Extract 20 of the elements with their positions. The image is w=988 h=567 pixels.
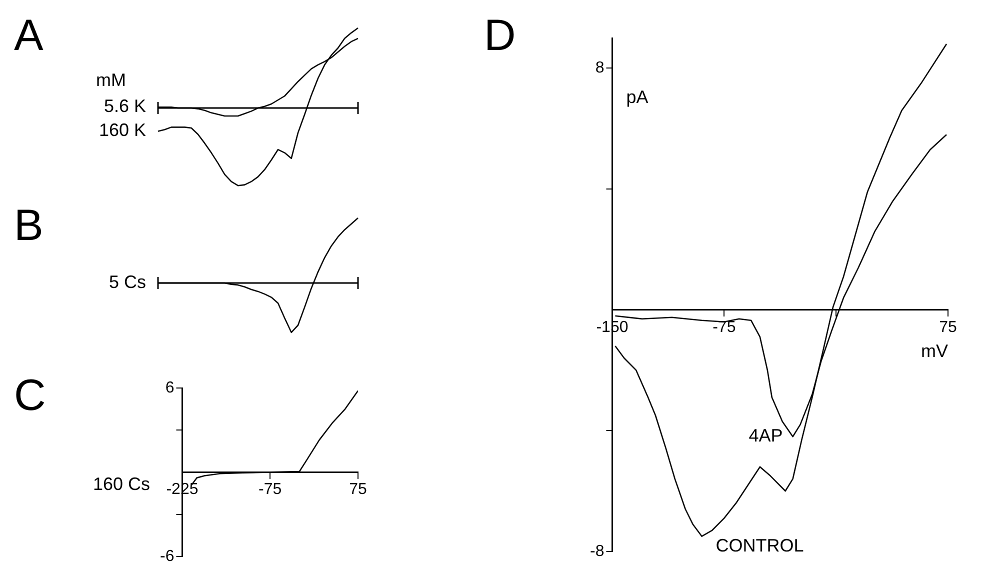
chart-title: B [14, 201, 44, 250]
chart-title: C [14, 371, 46, 420]
y-tick-label: -8 [590, 542, 604, 560]
y-tick-label: 8 [595, 60, 604, 77]
series-label: 4AP [748, 426, 783, 446]
legend-title: mM [96, 70, 126, 90]
x-axis-title: mV [921, 340, 948, 361]
legend-label: 5.6 K [104, 96, 146, 116]
y-tick-label: -6 [160, 548, 174, 565]
series-label: CONTROL [716, 535, 804, 556]
chart-title: D [484, 11, 516, 60]
series-label: 160 K [98, 120, 146, 140]
text: 160 Cs [92, 474, 150, 494]
chart-title: A [14, 11, 44, 60]
y-axis-title: pA [626, 86, 648, 107]
x-tick-label: -75 [258, 481, 282, 498]
x-tick-label: 75 [939, 318, 957, 336]
x-tick-label: 75 [349, 481, 367, 498]
legend-label: 5 Cs [108, 272, 146, 292]
y-tick-label: 6 [165, 379, 174, 396]
